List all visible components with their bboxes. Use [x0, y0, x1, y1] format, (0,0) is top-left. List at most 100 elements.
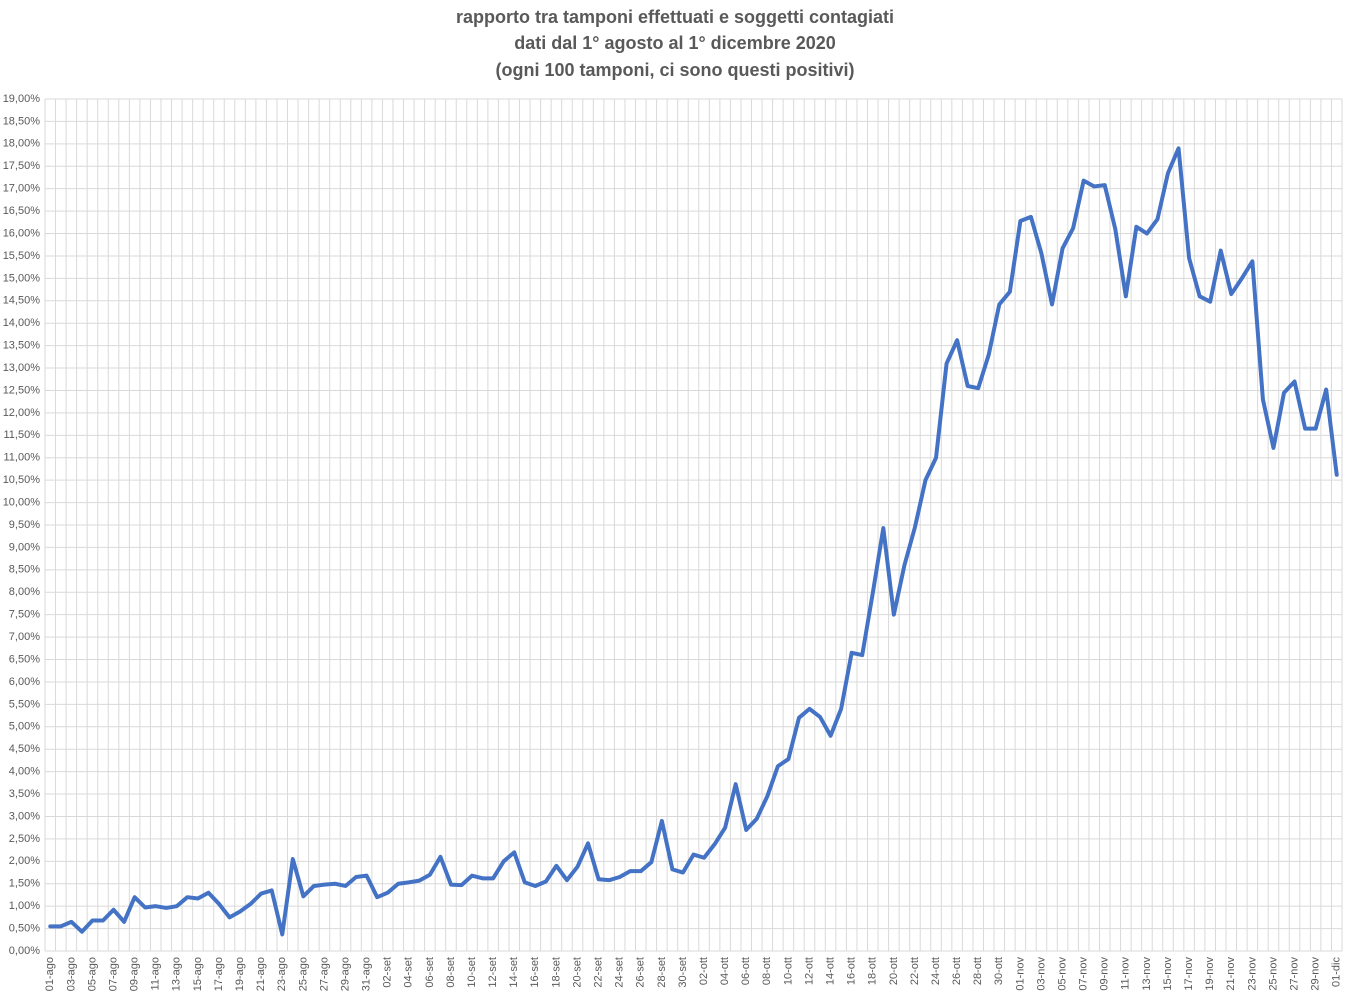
x-tick-label: 22-set	[593, 957, 605, 988]
y-tick-label: 0,00%	[9, 945, 40, 957]
y-tick-label: 19,00%	[3, 93, 41, 105]
x-tick-label: 29-nov	[1310, 957, 1322, 991]
x-tick-label: 14-ott	[824, 957, 836, 985]
chart-title: rapporto tra tamponi effettuati e sogget…	[456, 7, 894, 27]
x-tick-label: 15-ago	[192, 957, 204, 991]
y-tick-label: 11,00%	[4, 452, 41, 464]
x-tick-label: 27-ago	[318, 957, 330, 991]
y-tick-label: 2,00%	[9, 855, 40, 867]
x-tick-label: 16-set	[529, 957, 541, 988]
chart-title: (ogni 100 tamponi, ci sono questi positi…	[495, 60, 854, 80]
chart-title: dati dal 1° agosto al 1° dicembre 2020	[514, 33, 836, 53]
x-tick-label: 12-set	[487, 957, 499, 988]
x-tick-label: 13-nov	[1141, 957, 1153, 991]
x-tick-label: 25-nov	[1267, 957, 1279, 991]
x-tick-label: 11-ago	[150, 957, 162, 990]
y-tick-label: 16,00%	[3, 227, 41, 239]
y-tick-label: 7,50%	[9, 609, 40, 621]
x-tick-label: 06-ott	[740, 957, 752, 985]
x-tick-label: 14-set	[508, 957, 520, 988]
x-tick-label: 09-ago	[129, 957, 141, 991]
y-tick-label: 2,50%	[9, 833, 40, 845]
x-tick-label: 18-ott	[867, 957, 879, 985]
x-tick-label: 25-ago	[297, 957, 309, 991]
x-tick-label: 17-nov	[1183, 957, 1195, 991]
x-tick-label: 29-ago	[339, 957, 351, 991]
y-tick-label: 0,50%	[9, 922, 40, 934]
x-tick-label: 26-ott	[951, 957, 963, 985]
y-tick-label: 8,00%	[9, 586, 40, 598]
y-tick-label: 7,00%	[9, 631, 40, 643]
y-tick-label: 6,00%	[9, 676, 40, 688]
x-tick-label: 24-set	[614, 957, 626, 988]
x-tick-label: 03-nov	[1035, 957, 1047, 991]
x-tick-label: 01-dic	[1331, 957, 1343, 987]
y-tick-label: 5,50%	[9, 698, 40, 710]
y-tick-label: 17,00%	[3, 183, 41, 195]
x-tick-label: 10-set	[466, 957, 478, 988]
y-tick-label: 6,50%	[9, 653, 40, 665]
x-tick-label: 12-ott	[803, 957, 815, 985]
data-line	[48, 146, 1339, 937]
y-tick-label: 3,50%	[9, 788, 40, 800]
x-tick-label: 10-ott	[782, 957, 794, 985]
x-tick-label: 24-ott	[930, 957, 942, 985]
y-tick-label: 10,50%	[3, 474, 41, 486]
y-tick-label: 17,50%	[3, 160, 41, 172]
x-tick-label: 07-nov	[1078, 957, 1090, 991]
y-tick-label: 15,00%	[3, 272, 41, 284]
x-tick-label: 15-nov	[1162, 957, 1174, 991]
x-tick-label: 23-ago	[276, 957, 288, 991]
x-tick-label: 19-ago	[234, 957, 246, 991]
y-tick-label: 1,00%	[9, 900, 40, 912]
x-tick-label: 01-nov	[1014, 957, 1026, 991]
x-tick-label: 05-ago	[86, 957, 98, 991]
y-tick-label: 12,00%	[3, 407, 41, 419]
x-tick-label: 06-set	[424, 957, 436, 988]
y-tick-label: 15,50%	[3, 250, 41, 262]
y-tick-label: 1,50%	[9, 878, 40, 890]
x-tick-label: 02-ott	[698, 957, 710, 985]
y-tick-label: 9,50%	[9, 519, 40, 531]
y-tick-label: 4,50%	[9, 743, 40, 755]
x-tick-label: 04-ott	[719, 957, 731, 985]
x-tick-label: 13-ago	[171, 957, 183, 991]
x-tick-label: 26-set	[635, 957, 647, 988]
x-tick-label: 08-ott	[761, 957, 773, 985]
x-tick-label: 07-ago	[107, 957, 119, 991]
y-tick-label: 3,00%	[9, 810, 40, 822]
y-tick-label: 4,00%	[9, 766, 40, 778]
x-tick-label: 08-set	[445, 957, 457, 988]
y-tick-label: 11,50%	[4, 429, 41, 441]
x-tick-label: 30-ott	[993, 957, 1005, 985]
x-tick-label: 17-ago	[213, 957, 225, 991]
x-tick-label: 03-ago	[65, 957, 77, 991]
x-tick-label: 28-set	[656, 957, 668, 988]
x-tick-label: 30-set	[677, 957, 689, 988]
x-tick-label: 04-set	[403, 957, 415, 988]
x-tick-label: 20-ott	[888, 957, 900, 985]
y-tick-label: 13,00%	[3, 362, 41, 374]
x-tick-label: 31-ago	[361, 957, 373, 991]
y-tick-label: 16,50%	[3, 205, 41, 217]
x-tick-label: 01-ago	[44, 957, 56, 991]
y-tick-label: 9,00%	[9, 541, 40, 553]
x-tick-label: 09-nov	[1099, 957, 1111, 991]
x-tick-label: 16-ott	[846, 957, 858, 985]
y-tick-label: 14,00%	[3, 317, 41, 329]
x-tick-label: 20-set	[571, 957, 583, 988]
y-tick-label: 8,50%	[9, 564, 40, 576]
y-tick-label: 14,50%	[3, 295, 41, 307]
y-tick-label: 18,00%	[3, 138, 41, 150]
y-tick-label: 13,50%	[3, 340, 41, 352]
y-tick-label: 18,50%	[3, 115, 41, 127]
x-tick-label: 22-ott	[909, 957, 921, 985]
x-tick-label: 21-ago	[255, 957, 267, 991]
x-tick-label: 27-nov	[1288, 957, 1300, 991]
x-tick-label: 21-nov	[1225, 957, 1237, 991]
x-tick-label: 05-nov	[1056, 957, 1068, 991]
x-tick-label: 18-set	[550, 957, 562, 988]
y-tick-label: 12,50%	[3, 384, 41, 396]
y-tick-label: 10,00%	[3, 496, 41, 508]
